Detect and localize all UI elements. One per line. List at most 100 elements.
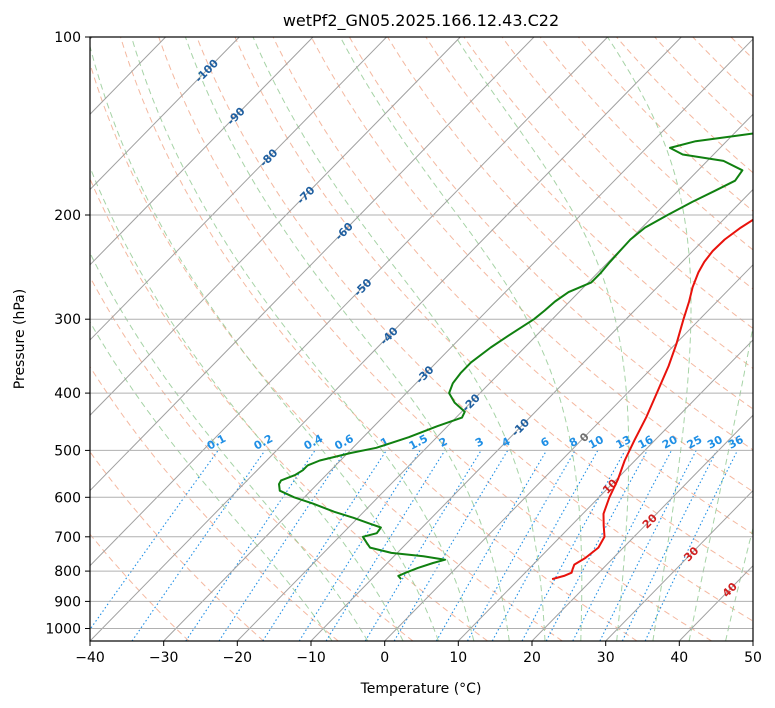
mixing-ratio-label: 25 (685, 433, 705, 452)
y-tick-label: 900 (54, 594, 81, 610)
plot-area: -100-90-80-70-60-50-40-30-20-10 010203040… (90, 37, 753, 641)
dry-adiabat (90, 533, 190, 641)
mixing-ratio-label: 20 (660, 433, 680, 452)
dry-adiabat (387, 37, 753, 410)
mixing-ratio-line (572, 450, 672, 641)
mixing-ratio-label: 0.6 (332, 432, 356, 453)
axis-ticks: −40 −30 −20 −10 0 10 20 30 40 5010020030040050060… (45, 30, 762, 666)
x-tick-label: 30 (597, 650, 615, 666)
isotherm-line (457, 339, 753, 641)
isotherm-line (90, 37, 461, 416)
mixing-ratio-label: 16 (636, 433, 656, 452)
moist-adiabat (607, 37, 692, 641)
dry-adiabat (272, 37, 753, 535)
temperature-line (551, 218, 753, 581)
dry-adiabat (90, 451, 264, 641)
x-tick-label: −40 (75, 650, 105, 666)
isotherm-line (90, 37, 387, 341)
dry-adiabat (654, 37, 753, 136)
mixing-ratio-line (521, 450, 626, 641)
mixing-ratio-line (545, 450, 648, 641)
x-tick-label: 0 (380, 650, 389, 666)
isotherm-line (90, 37, 535, 492)
moist-adiabat (339, 37, 583, 641)
dry-adiabats (90, 37, 753, 641)
isotherm-line (752, 640, 753, 641)
mixing-ratio-line (325, 450, 446, 641)
moist-adiabat (90, 44, 439, 641)
mixing-ratio-line (491, 450, 599, 641)
x-tick-label: 40 (670, 650, 688, 666)
moist-adiabat (455, 37, 630, 641)
mixing-ratio-label: 13 (614, 433, 634, 452)
dry-adiabat (425, 37, 753, 370)
moist-adiabat (184, 37, 510, 641)
mixing-ratio-line (131, 450, 266, 641)
y-tick-label: 500 (54, 443, 81, 459)
mixing-ratio-label: 6 (539, 435, 552, 450)
y-tick-label: 1000 (45, 622, 81, 638)
profile-series (278, 132, 753, 581)
y-tick-label: 700 (54, 530, 81, 546)
mixing-ratio-line (298, 450, 421, 641)
isotherm-label: -100 (192, 56, 221, 85)
mixing-ratio-line (364, 450, 482, 641)
dry-adiabat (348, 37, 753, 451)
dry-adiabat (310, 37, 753, 493)
dry-adiabat (692, 37, 753, 98)
x-axis-label: Temperature (°C) (360, 681, 482, 697)
mixing-ratio-label: 30 (705, 433, 725, 452)
mixing-ratio-label: 2 (437, 435, 450, 450)
dry-adiabat (501, 37, 753, 290)
moist-adiabat (725, 526, 753, 641)
moist-adiabats (90, 37, 753, 641)
x-tick-label: 50 (744, 650, 762, 666)
mixing-ratio-label: 1.5 (407, 432, 430, 453)
isotherm-line (90, 37, 682, 641)
dry-adiabat (158, 37, 712, 641)
dry-adiabat (90, 365, 339, 641)
moist-adiabat (90, 320, 333, 641)
isotherm-line (236, 113, 753, 641)
dry-adiabat (90, 62, 563, 641)
mixing-ratio-label: 10 (586, 433, 606, 452)
isotherm-line (90, 37, 240, 191)
plot-frame (89, 36, 754, 642)
dry-adiabat (616, 37, 753, 174)
isotherm-line (90, 37, 608, 567)
isotherm-line (384, 264, 753, 641)
moist-adiabat (252, 37, 546, 641)
moist-adiabat (688, 323, 753, 641)
x-tick-label: 10 (449, 650, 467, 666)
mixing-ratio-line (599, 450, 697, 641)
isotherm-line (163, 38, 753, 641)
dry-adiabat (234, 37, 753, 578)
y-tick-label: 100 (54, 30, 81, 46)
moist-adiabat (131, 37, 475, 641)
y-tick-label: 200 (54, 208, 81, 224)
dry-adiabat (578, 37, 753, 212)
y-axis-label: Pressure (hPa) (12, 289, 28, 389)
chart-title: wetPf2_GN05.2025.166.12.43.C22 (283, 11, 559, 31)
mixing-ratio-line (262, 450, 387, 641)
y-tick-label: 600 (54, 490, 81, 506)
mixing-ratio-line (435, 450, 548, 641)
dewpoint-line (278, 132, 753, 580)
isotherm-line (90, 37, 314, 266)
mixing-ratio-line (467, 450, 576, 641)
mixing-ratio-line (621, 450, 718, 641)
mixing-ratio-label: 1 (378, 435, 391, 450)
y-tick-label: 400 (54, 386, 81, 402)
mixing-ratio-lines (90, 450, 738, 641)
isotherm-line (310, 188, 753, 641)
mixing-ratio-label: 0.2 (252, 432, 275, 453)
x-tick-label: 20 (523, 650, 541, 666)
mixing-ratio-line (185, 450, 316, 641)
mixing-ratio-line (393, 450, 509, 641)
dry-adiabat (90, 177, 488, 641)
x-tick-label: −20 (223, 650, 253, 666)
mixing-ratio-labels: 0.1 0.2 0.4 0.6 1 1.5 2 3 4 6 8 10 13 16 20 25 30 36 (205, 432, 746, 453)
mixing-ratio-label: 36 (726, 433, 746, 452)
